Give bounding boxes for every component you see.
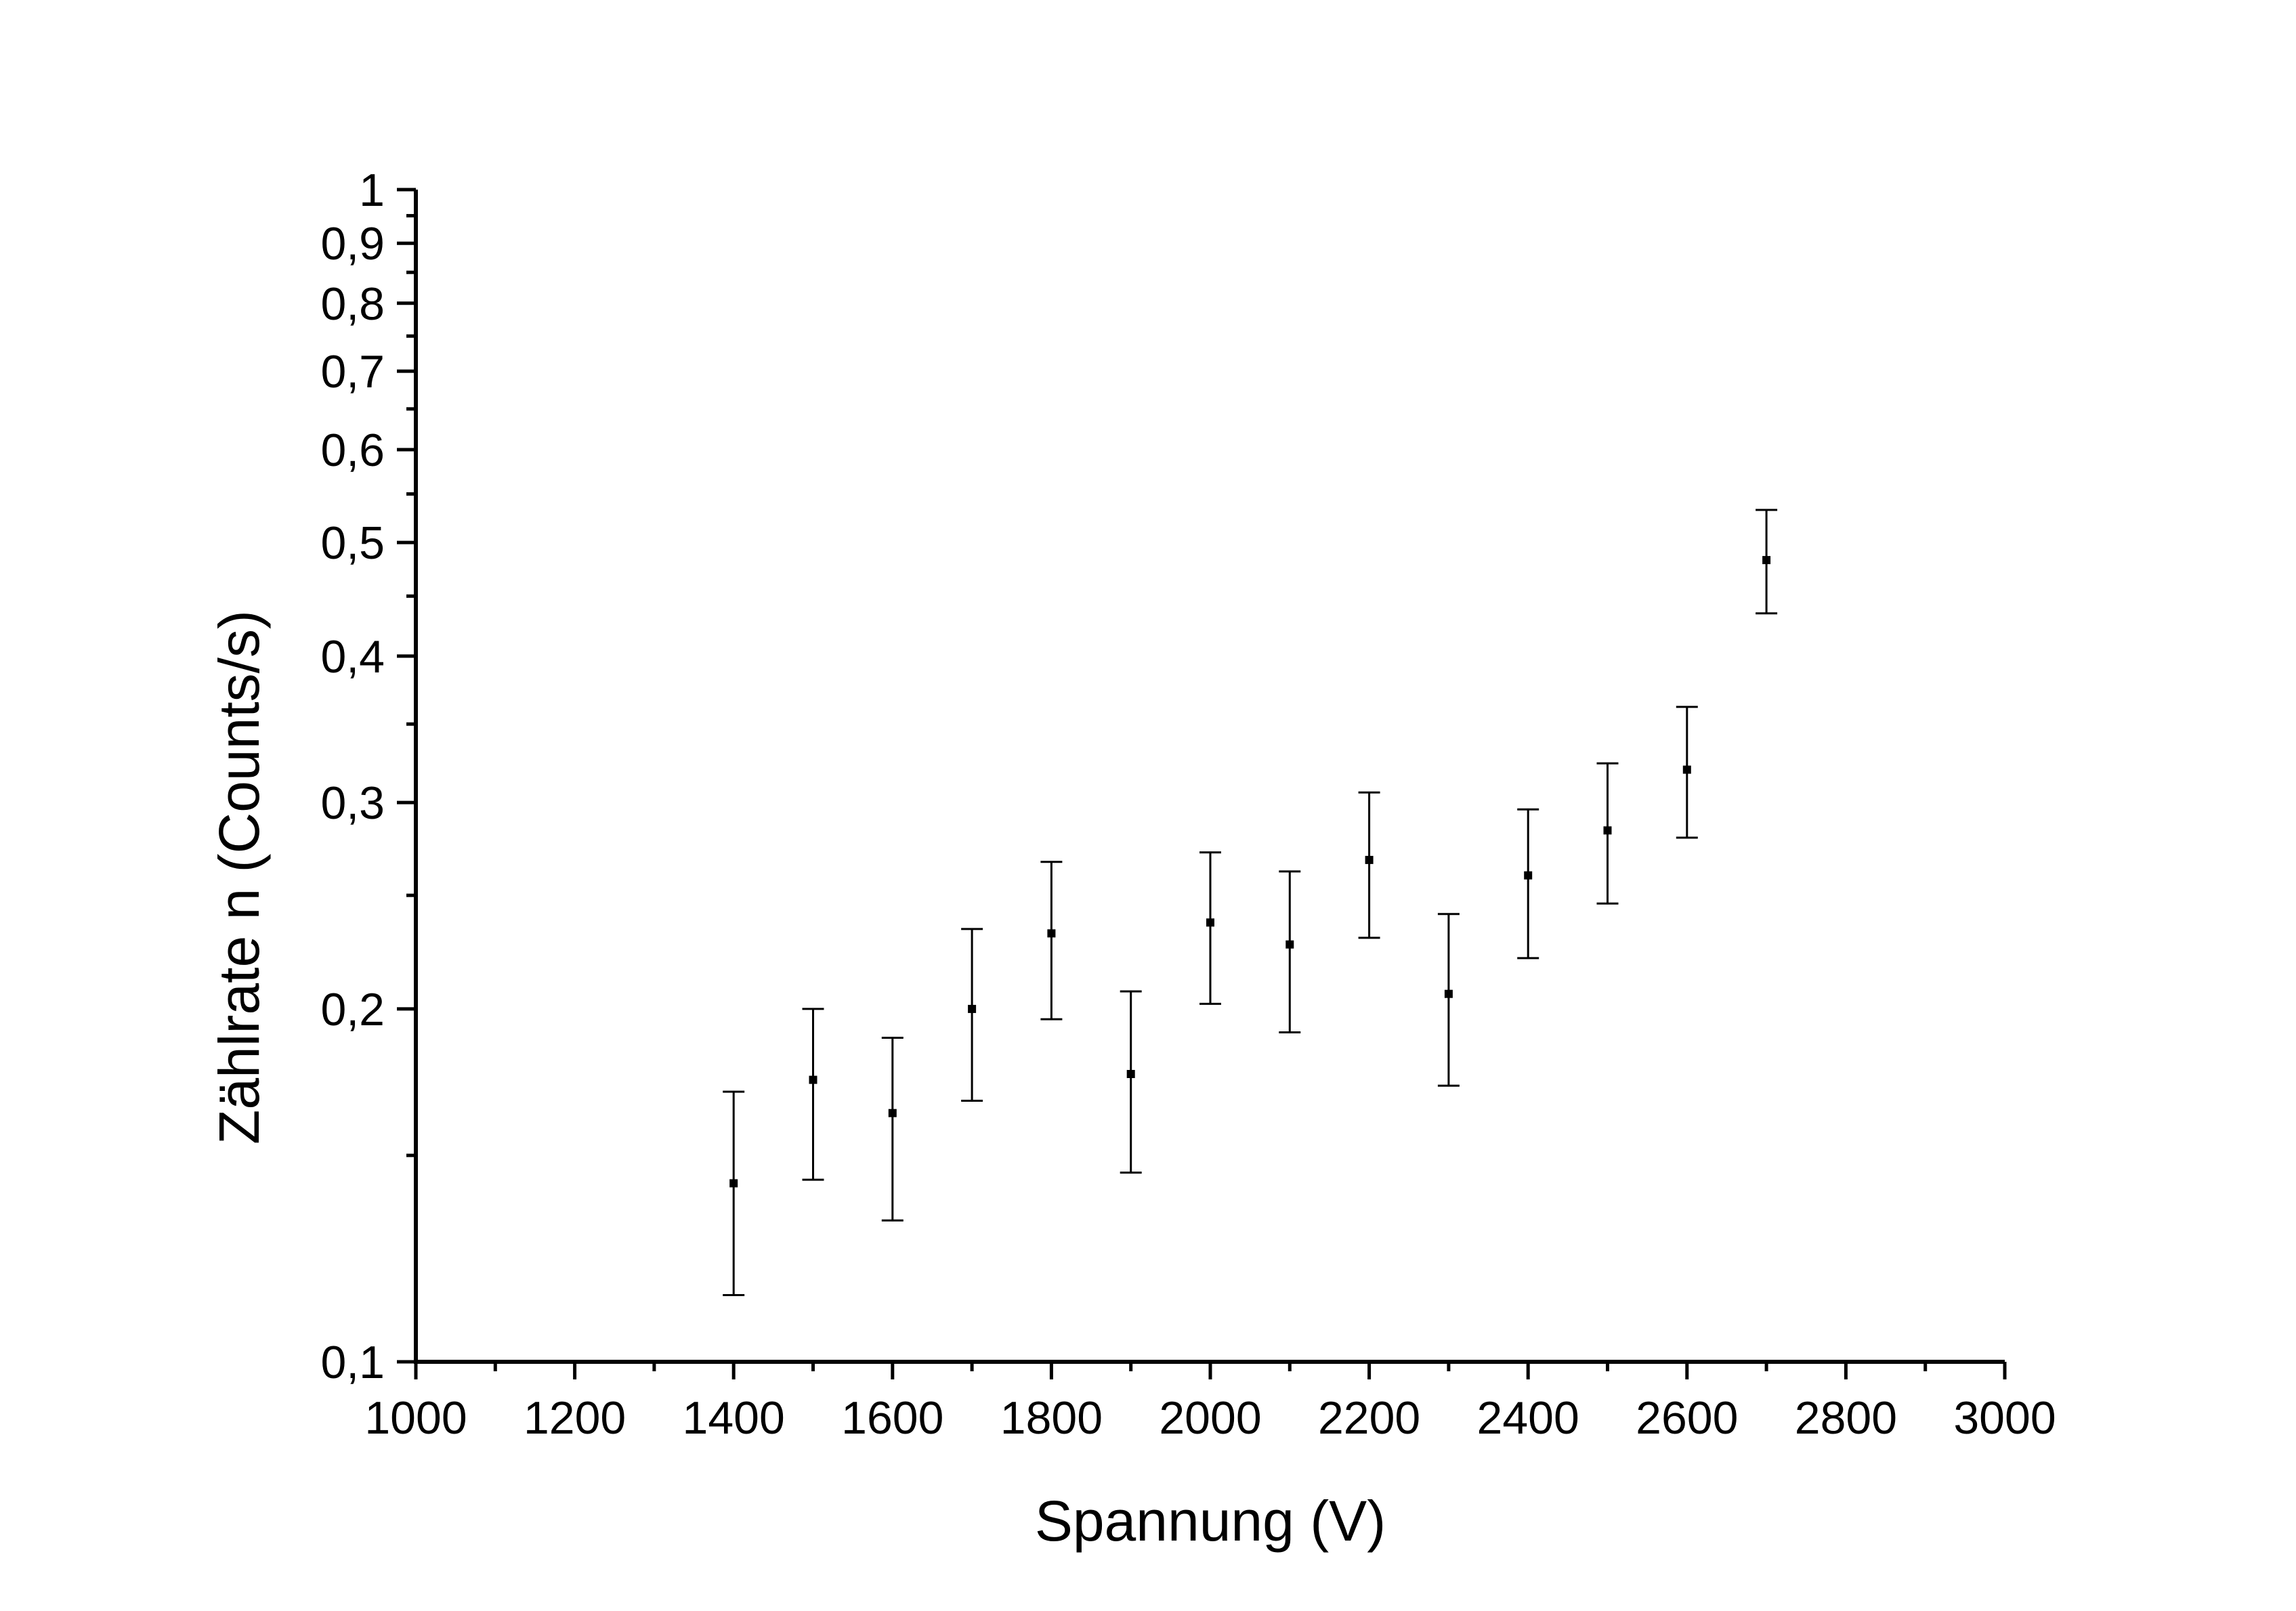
data-marker	[1524, 871, 1533, 880]
data-point	[723, 1090, 745, 1296]
data-series	[723, 509, 1778, 1296]
x-tick-label: 3000	[1953, 1392, 2056, 1444]
data-marker	[1206, 918, 1214, 927]
y-tick-label: 0,2	[320, 984, 385, 1035]
data-marker	[1603, 826, 1612, 835]
data-marker	[968, 1004, 977, 1013]
data-marker	[809, 1075, 817, 1084]
data-point	[1120, 990, 1142, 1174]
data-point	[1040, 861, 1063, 1021]
data-marker	[888, 1109, 897, 1117]
data-point	[1596, 762, 1619, 905]
data-marker	[1682, 765, 1691, 774]
y-tick-label: 0,4	[320, 631, 385, 683]
x-tick-label: 2800	[1795, 1392, 1897, 1444]
data-marker	[1444, 989, 1453, 998]
x-ticks: 1000 1200 1400 1600 1800 2000 2200 2400 2600 2800…	[364, 1362, 2056, 1444]
data-point	[961, 928, 983, 1102]
data-marker	[1365, 855, 1374, 864]
data-point	[1437, 913, 1460, 1087]
data-marker	[1285, 940, 1294, 949]
x-tick-label: 1000	[364, 1392, 467, 1444]
x-axis-title: Spannung (V)	[1035, 1489, 1386, 1553]
data-point	[881, 1036, 903, 1222]
x-tick-label: 1400	[683, 1392, 785, 1444]
y-tick-label: 1	[359, 165, 385, 216]
data-point	[802, 1008, 824, 1181]
y-tick-label: 0,9	[320, 218, 385, 270]
y-tick-label: 0,6	[320, 425, 385, 476]
data-point	[1279, 870, 1301, 1034]
y-ticks: 0,1 0,2 0,3 0,4 0,5 0,6 0,7 0,8 0,91	[320, 165, 416, 1388]
data-point	[1358, 791, 1380, 939]
x-tick-label: 2600	[1636, 1392, 1738, 1444]
y-tick-label: 0,5	[320, 517, 385, 569]
data-point	[1199, 851, 1221, 1005]
y-tick-label: 0,7	[320, 346, 385, 398]
x-tick-label: 1200	[524, 1392, 626, 1444]
data-point	[1517, 808, 1539, 960]
y-axis-title: Zählrate n (Counts/s)	[207, 610, 271, 1144]
data-point	[1756, 509, 1778, 615]
data-marker	[1126, 1070, 1135, 1079]
x-tick-label: 2400	[1477, 1392, 1579, 1444]
x-tick-label: 2200	[1318, 1392, 1420, 1444]
y-tick-label: 0,8	[320, 278, 385, 330]
data-point	[1676, 706, 1698, 839]
x-tick-label: 1600	[841, 1392, 943, 1444]
data-marker	[729, 1179, 738, 1188]
x-tick-label: 2000	[1159, 1392, 1261, 1444]
y-tick-label: 0,1	[320, 1337, 385, 1388]
x-tick-label: 1800	[1000, 1392, 1103, 1444]
y-tick-label: 0,3	[320, 777, 385, 829]
data-marker	[1047, 929, 1056, 938]
data-marker	[1762, 556, 1771, 565]
